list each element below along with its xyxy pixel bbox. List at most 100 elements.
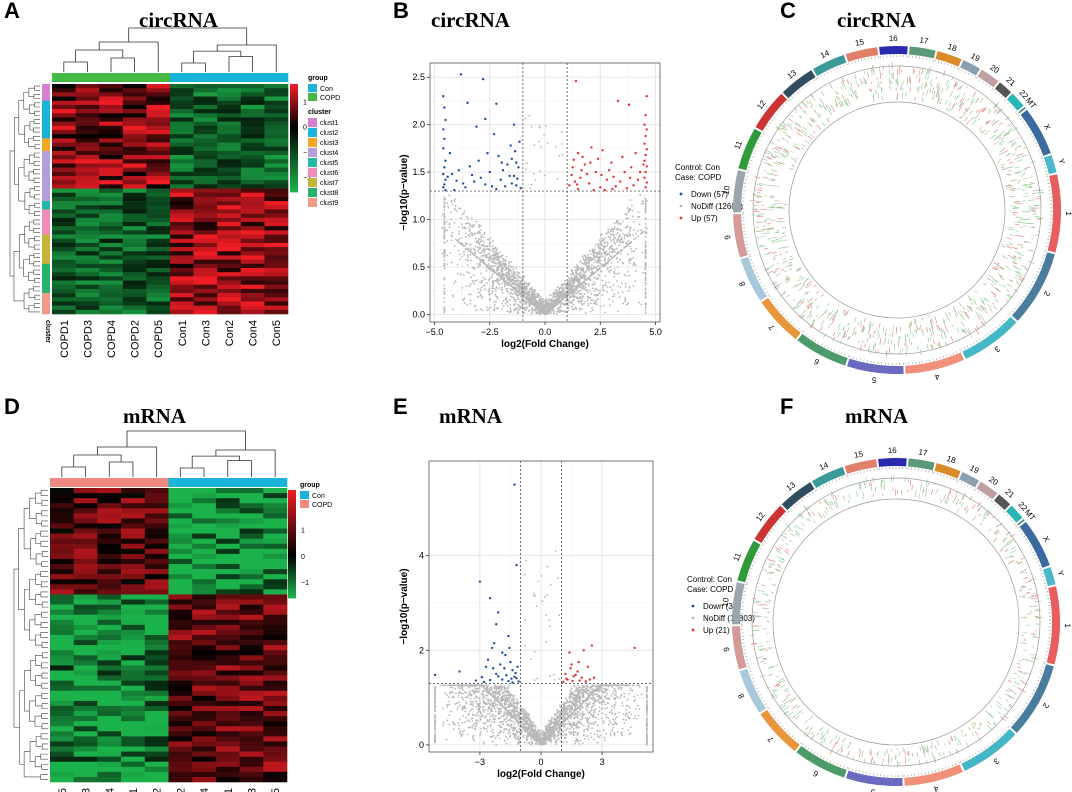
nodiff-point	[499, 263, 502, 266]
nodiff-point	[606, 262, 609, 265]
nodiff-point	[644, 206, 647, 208]
nodiff-point	[466, 303, 469, 306]
nodiff-point	[574, 277, 577, 279]
heatmap-cell	[264, 247, 289, 252]
heatmap-cell	[240, 205, 265, 210]
nodiff-point	[493, 261, 496, 264]
track-mark	[837, 304, 840, 307]
track-mark	[999, 274, 1003, 277]
nodiff-point	[443, 206, 446, 209]
track-mark	[780, 162, 785, 165]
nodiff-point	[463, 302, 466, 305]
chromosome-tick	[762, 132, 765, 135]
nodiff-point	[547, 311, 550, 314]
track-mark	[819, 98, 824, 105]
track-mark	[830, 310, 834, 315]
track-mark	[935, 324, 939, 330]
nodiff-point	[480, 229, 482, 231]
heatmap-cell	[217, 263, 242, 269]
heatmap-cell	[264, 196, 289, 202]
nodiff-point	[476, 279, 478, 282]
heatmap-cell	[75, 138, 100, 143]
down-point	[468, 165, 472, 168]
cluster-bar-cell	[42, 188, 50, 194]
heatmap-cell	[52, 217, 76, 223]
track-mark	[788, 268, 793, 271]
chromosome-tick	[826, 71, 829, 74]
nodiff-point	[514, 281, 517, 284]
track-mark	[948, 101, 952, 107]
track-mark	[969, 305, 972, 309]
heatmap-cell	[52, 171, 76, 177]
nodiff-point	[501, 274, 504, 277]
heatmap-cell	[122, 113, 147, 118]
heatmap-cell	[52, 205, 76, 210]
chromosome-band	[994, 82, 1012, 98]
heatmap-cell	[170, 184, 194, 189]
nodiff-point	[452, 295, 455, 298]
nodiff-point	[626, 235, 628, 238]
nodiff-point	[633, 250, 636, 252]
track-mark	[1013, 255, 1017, 258]
track-mark	[784, 279, 791, 284]
heatmap-cell	[217, 109, 242, 114]
track-mark	[869, 335, 872, 339]
track-mark	[771, 173, 774, 175]
nodiff-point	[576, 278, 579, 281]
track-mark	[1010, 189, 1016, 191]
nodiff-point	[453, 221, 456, 224]
track-mark	[762, 236, 766, 238]
up-point	[644, 186, 647, 189]
track-mark	[914, 318, 916, 325]
dendrogram-branch	[33, 261, 40, 267]
track-mark	[960, 314, 963, 317]
track-mark	[879, 66, 881, 74]
track-mark	[796, 304, 801, 310]
heatmap-cell	[240, 217, 265, 223]
track-mark	[992, 281, 997, 285]
track-mark	[968, 328, 972, 333]
nodiff-point	[475, 255, 477, 258]
heatmap-cell	[193, 213, 218, 219]
chromosome-tick	[823, 73, 825, 76]
nodiff-point	[484, 288, 486, 291]
heatmap-cell	[122, 284, 147, 290]
up-point	[612, 175, 615, 179]
nodiff-point	[629, 262, 631, 265]
track-mark	[1028, 186, 1032, 188]
nodiff-point	[504, 269, 507, 271]
heatmap-cell	[146, 297, 171, 302]
heatmap-cell	[170, 155, 194, 160]
heatmap-cell	[99, 188, 124, 194]
track-mark	[830, 104, 835, 110]
nodiff-point	[558, 291, 561, 294]
nodiff-point	[513, 271, 515, 274]
cluster-bar-cell	[42, 96, 50, 102]
track-mark	[972, 91, 977, 98]
chromosome-band	[1006, 93, 1024, 111]
nodiff-point	[513, 303, 516, 306]
dendrogram-branch	[33, 286, 40, 292]
nodiff-point	[581, 286, 584, 289]
track-mark	[937, 324, 941, 332]
heatmap-cell	[146, 247, 171, 252]
up-point	[605, 178, 609, 181]
nodiff-point	[549, 312, 552, 315]
y-tick-label: 1.5	[412, 167, 425, 177]
track-mark	[977, 117, 981, 121]
nodiff-point	[595, 266, 597, 269]
chromosome-label: 10	[722, 185, 732, 195]
heatmap-cell	[75, 309, 100, 315]
chromosome-band	[960, 60, 981, 76]
nodiff-point	[579, 300, 582, 303]
track-mark	[872, 96, 875, 102]
heatmap-cell	[52, 184, 76, 189]
down-point	[490, 185, 494, 188]
track-mark	[768, 152, 774, 156]
heatmap-cell	[264, 263, 289, 269]
track-mark	[1005, 184, 1011, 187]
track-mark	[930, 79, 933, 85]
chromosome-tick	[959, 349, 961, 352]
track-mark	[955, 81, 959, 87]
up-point	[645, 148, 648, 151]
